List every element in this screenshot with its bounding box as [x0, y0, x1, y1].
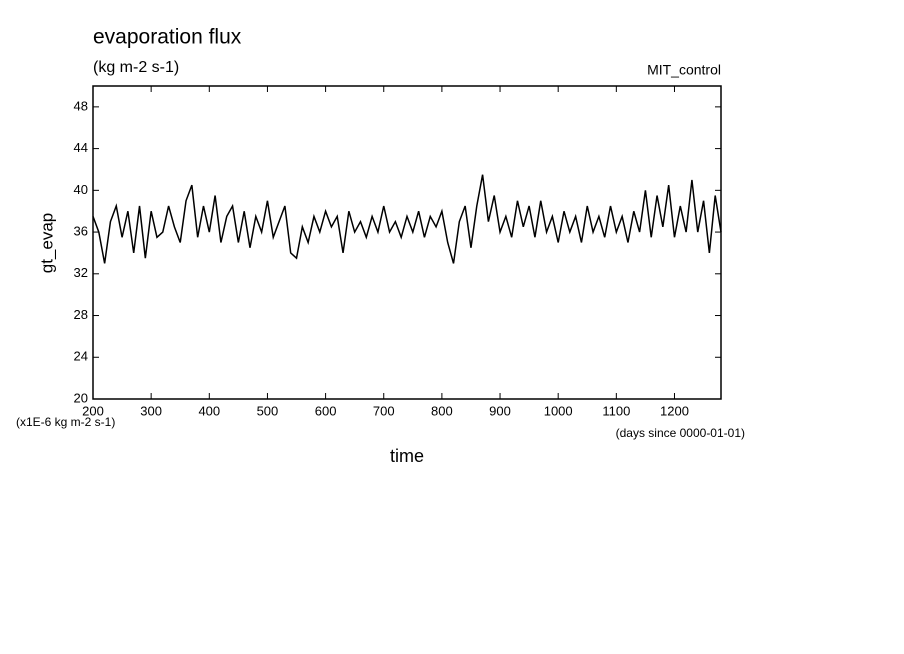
- y-tick-label: 48: [74, 98, 88, 113]
- y-tick-label: 36: [74, 224, 88, 239]
- chart-title: evaporation flux: [93, 26, 242, 49]
- x-axis-label: time: [390, 446, 424, 466]
- x-tick-label: 1200: [660, 403, 689, 418]
- y-units: (x1E-6 kg m-2 s-1): [16, 415, 115, 429]
- data-line: [92, 174, 722, 264]
- x-tick-label: 200: [82, 403, 104, 418]
- y-axis-label: gt_evap: [37, 213, 56, 274]
- chart-subtitle: (kg m-2 s-1): [93, 59, 179, 76]
- x-tick-label: 800: [431, 403, 453, 418]
- y-tick-label: 44: [74, 140, 88, 155]
- x-tick-label: 1100: [602, 403, 630, 418]
- y-tick-label: 32: [74, 265, 88, 280]
- x-tick-label: 700: [373, 403, 395, 418]
- x-tick-label: 1000: [544, 403, 573, 418]
- x-units: (days since 0000-01-01): [616, 426, 745, 440]
- annotation: MIT_control: [647, 62, 721, 78]
- x-tick-label: 600: [315, 403, 337, 418]
- x-tick-label: 300: [140, 403, 162, 418]
- y-tick-label: 40: [74, 182, 88, 197]
- plot-frame: [92, 85, 722, 400]
- y-tick-label: 20: [74, 390, 88, 405]
- x-tick-label: 400: [198, 403, 220, 418]
- y-tick-label: 24: [74, 349, 88, 364]
- y-tick-label: 28: [74, 307, 88, 322]
- x-tick-label: 900: [489, 403, 511, 418]
- x-tick-label: 500: [257, 403, 279, 418]
